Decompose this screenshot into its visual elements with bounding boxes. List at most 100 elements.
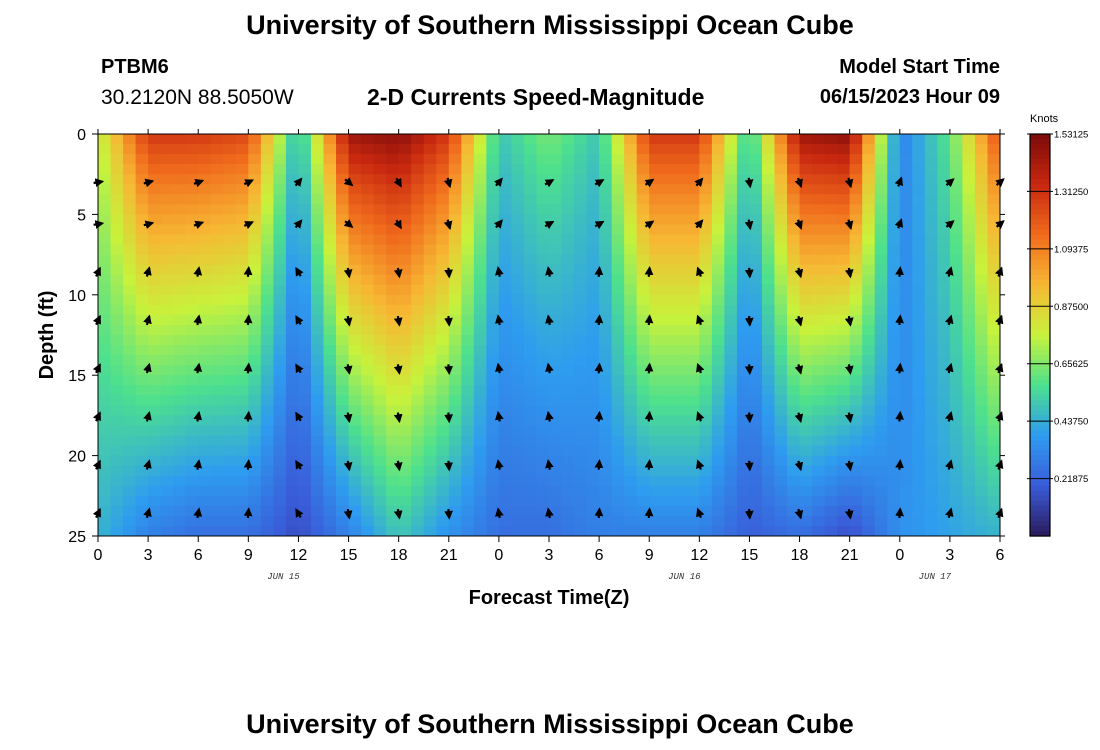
- heatmap-cell: [373, 395, 387, 406]
- heatmap-cell: [937, 164, 951, 175]
- heatmap-cell: [448, 515, 462, 527]
- heatmap-cell: [561, 465, 575, 477]
- heatmap-cell: [711, 284, 725, 296]
- heatmap-cell: [949, 284, 964, 296]
- heatmap-cell: [373, 204, 387, 215]
- heatmap-cell: [549, 525, 563, 536]
- model-start-value: 06/15/2023 Hour 09: [819, 86, 1000, 108]
- heatmap-cell: [110, 204, 124, 215]
- heatmap-cell: [160, 194, 174, 205]
- heatmap-cell: [699, 214, 713, 226]
- heatmap-cell: [160, 505, 174, 517]
- heatmap-cell: [398, 455, 412, 467]
- heatmap-cell: [148, 335, 162, 346]
- heatmap-cell: [248, 204, 262, 215]
- heatmap-cell: [473, 355, 487, 366]
- heatmap-cell: [624, 204, 638, 215]
- heatmap-cell: [285, 385, 300, 396]
- heatmap-cell: [398, 324, 412, 336]
- heatmap-cell: [874, 385, 888, 396]
- heatmap-cell: [987, 365, 1000, 376]
- heatmap-cell: [448, 264, 462, 276]
- heatmap-cell: [461, 144, 475, 155]
- heatmap-cell: [398, 234, 412, 246]
- heatmap-cell: [285, 144, 300, 155]
- heatmap-cell: [361, 345, 375, 356]
- heatmap-cell: [436, 445, 450, 457]
- heatmap-cell: [235, 214, 249, 226]
- heatmap-cell: [599, 224, 613, 236]
- heatmap-cell: [736, 284, 751, 296]
- heatmap-cell: [235, 274, 249, 286]
- heatmap-cell: [912, 515, 926, 527]
- heatmap-cell: [160, 134, 174, 145]
- heatmap-cell: [699, 254, 713, 266]
- heatmap-cell: [498, 264, 513, 276]
- heatmap-cell: [285, 154, 300, 165]
- heatmap-cell: [486, 385, 500, 396]
- heatmap-cell: [774, 264, 788, 276]
- heatmap-cell: [298, 405, 312, 416]
- heatmap-cell: [899, 385, 913, 396]
- heatmap-cell: [787, 385, 801, 396]
- heatmap-cell: [937, 214, 951, 226]
- heatmap-cell: [310, 164, 325, 175]
- heatmap-cell: [912, 485, 926, 497]
- heatmap-cell: [699, 224, 713, 236]
- heatmap-cell: [937, 254, 951, 266]
- heatmap-cell: [248, 284, 262, 296]
- heatmap-cell: [937, 455, 951, 467]
- heatmap-cell: [862, 224, 876, 236]
- heatmap-cell: [523, 435, 538, 447]
- heatmap-cell: [160, 154, 174, 165]
- heatmap-cell: [824, 194, 838, 205]
- y-tick-label: 20: [68, 449, 86, 466]
- heatmap-cell: [599, 254, 613, 266]
- heatmap-cell: [135, 274, 149, 286]
- heatmap-cell: [160, 465, 174, 477]
- heatmap-cell: [498, 355, 513, 366]
- heatmap-cell: [974, 294, 989, 306]
- heatmap-cell: [899, 274, 913, 286]
- heatmap-cell: [636, 355, 650, 366]
- heatmap-cell: [761, 304, 776, 316]
- heatmap-cell: [749, 204, 763, 215]
- heatmap-cell: [962, 415, 976, 427]
- current-arrow: [794, 508, 804, 520]
- current-arrow: [545, 266, 554, 277]
- heatmap-cell: [298, 154, 312, 165]
- heatmap-cell: [123, 445, 137, 457]
- heatmap-cell: [173, 254, 187, 266]
- heatmap-cell: [574, 294, 588, 306]
- heatmap-cell: [135, 244, 149, 256]
- heatmap-cell: [899, 335, 913, 346]
- heatmap-cell: [411, 365, 425, 376]
- heatmap-cell: [461, 395, 475, 406]
- heatmap-cell: [862, 485, 876, 497]
- heatmap-cell: [386, 184, 400, 195]
- heatmap-cell: [185, 274, 199, 286]
- heatmap-cell: [661, 525, 675, 536]
- heatmap-cell: [624, 365, 638, 376]
- heatmap-cell: [849, 184, 863, 195]
- heatmap-cell: [887, 435, 901, 447]
- heatmap-cell: [924, 365, 938, 376]
- heatmap-cell: [448, 204, 462, 215]
- heatmap-cell: [411, 144, 425, 155]
- heatmap-cell: [949, 304, 964, 316]
- heatmap-cell: [774, 144, 788, 155]
- heatmap-cell: [411, 345, 425, 356]
- heatmap-cell: [862, 134, 876, 145]
- heatmap-cell: [624, 164, 638, 175]
- heatmap-cell: [974, 335, 989, 346]
- heatmap-cell: [899, 304, 913, 316]
- heatmap-cell: [974, 274, 989, 286]
- colorbar-segment: [1030, 370, 1050, 376]
- heatmap-cell: [448, 324, 462, 336]
- colorbar-segment: [1030, 385, 1050, 391]
- heatmap-cell: [135, 314, 149, 326]
- heatmap-cell: [674, 455, 688, 467]
- heatmap-cell: [849, 375, 863, 386]
- heatmap-cell: [699, 495, 713, 507]
- heatmap-cell: [386, 425, 400, 437]
